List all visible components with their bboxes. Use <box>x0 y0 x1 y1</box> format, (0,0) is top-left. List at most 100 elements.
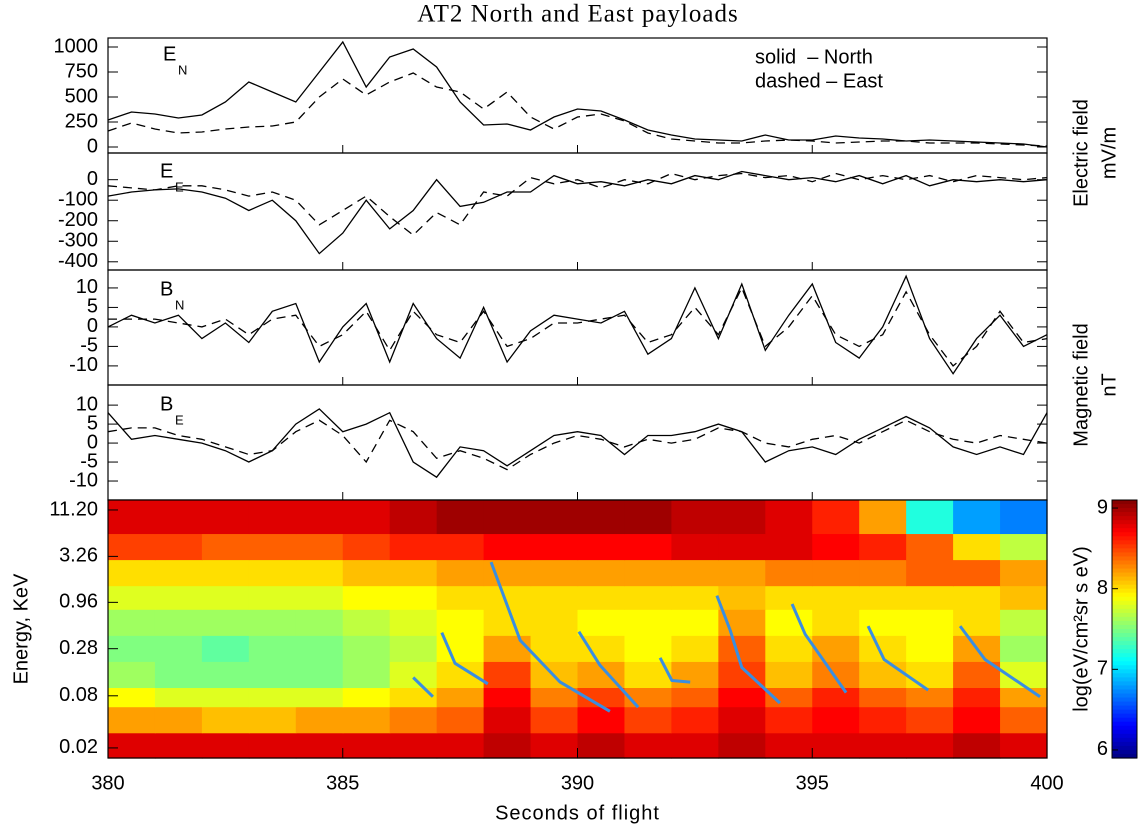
data-line <box>107 274 1048 375</box>
colorbar-segment <box>1112 729 1137 735</box>
heatmap-cell <box>718 500 766 535</box>
y-tick-label: -400 <box>58 250 98 272</box>
panel-frame <box>107 269 1048 386</box>
heatmap-cell <box>389 687 438 708</box>
data-line <box>107 408 1048 479</box>
heatmap-cell <box>812 732 860 759</box>
y-tick-label: 0 <box>87 315 98 337</box>
data-line <box>108 286 1048 367</box>
heatmap-cell <box>671 635 719 662</box>
colorbar-segment <box>1112 508 1137 513</box>
colorbar-segment <box>1112 504 1137 509</box>
heatmap-cell <box>577 533 626 561</box>
colorbar-segment <box>1112 544 1137 549</box>
heatmap-cell <box>671 706 719 734</box>
y-tick-label: -5 <box>80 450 98 472</box>
y-tick-label: 0.08 <box>59 684 98 706</box>
heatmap-cell <box>342 585 391 610</box>
y-tick-label: 1000 <box>54 35 99 57</box>
heatmap-cell <box>248 559 297 587</box>
heatmap-cell <box>953 687 1001 708</box>
heatmap-cell <box>577 732 626 759</box>
heatmap-cell <box>436 585 485 610</box>
y-tick-label: -300 <box>58 230 98 252</box>
colorbar-frame <box>1111 499 1138 759</box>
colorbar-segment <box>1112 620 1137 626</box>
heatmap-cell <box>671 585 719 610</box>
panel-label-sub: E <box>175 179 184 194</box>
heatmap-cell <box>201 706 250 734</box>
heatmap-cell <box>436 687 485 708</box>
heatmap-cell <box>718 585 766 610</box>
colorbar-segment <box>1112 520 1137 525</box>
data-line <box>107 170 1048 255</box>
data-line <box>107 172 1048 236</box>
heatmap-cell <box>812 559 860 587</box>
y-tick-label: 0 <box>87 135 98 157</box>
heatmap-cell <box>342 687 391 708</box>
colorbar-segment <box>1112 576 1137 582</box>
heatmap-cell <box>906 533 954 561</box>
panel-label: E <box>160 160 173 182</box>
heatmap-cell <box>201 635 250 662</box>
colorbar-segment <box>1112 677 1137 683</box>
colorbar-segment <box>1112 633 1137 638</box>
heatmap-cell <box>953 559 1001 587</box>
heatmap-cell <box>295 687 344 708</box>
legend-entry: dashed – East <box>755 70 883 92</box>
heatmap-cell <box>765 585 813 610</box>
heatmap-cell <box>483 609 532 636</box>
panel-label: E <box>163 43 176 65</box>
heatmap-cell <box>859 500 907 535</box>
heatmap-cell <box>624 732 672 759</box>
heatmap-cell <box>483 500 532 535</box>
colorbar-tick-label: 9 <box>1097 496 1108 518</box>
heatmap-cell <box>530 732 579 759</box>
heatmap-cell <box>812 609 860 636</box>
colorbar-segment <box>1112 701 1137 707</box>
heatmap-cell <box>154 732 203 759</box>
colorbar-segment <box>1112 624 1137 630</box>
heatmap-cell <box>483 732 532 759</box>
heatmap-cell <box>295 706 344 734</box>
heatmap-cell <box>483 687 532 708</box>
colorbar-segment <box>1112 580 1137 586</box>
heatmap-cell <box>154 609 203 636</box>
panel-label-sub: N <box>175 297 184 312</box>
heatmap-cell <box>483 635 532 662</box>
heatmap-cell <box>859 609 907 636</box>
heatmap-cell <box>718 635 766 662</box>
y-tick-label: -10 <box>69 469 98 491</box>
heatmap-cell <box>295 559 344 587</box>
colorbar-segment <box>1112 721 1137 727</box>
heatmap-cell <box>953 585 1001 610</box>
heatmap-cell <box>295 635 344 662</box>
heatmap-cell <box>718 706 766 734</box>
colorbar-segment <box>1112 649 1137 654</box>
colorbar-segment <box>1112 552 1137 558</box>
y-tick-label: -200 <box>58 209 98 231</box>
colorbar-segment <box>1112 512 1137 517</box>
heatmap-cell <box>530 585 579 610</box>
y-tick-label: -100 <box>58 188 98 210</box>
heatmap-cell <box>108 661 156 689</box>
heatmap-cell <box>389 585 438 610</box>
dispersion-line <box>958 625 1041 698</box>
heatmap-cell <box>906 732 954 759</box>
colorbar-segment <box>1112 737 1137 743</box>
heatmap-cell <box>906 585 954 610</box>
heatmap-cell <box>718 732 766 759</box>
y-tick-label: 5 <box>87 296 98 318</box>
heatmap-cell <box>295 661 344 689</box>
colorbar-segment <box>1112 548 1137 554</box>
heatmap-cell <box>201 533 250 561</box>
heatmap-cell <box>248 533 297 561</box>
heatmap-cell <box>389 706 438 734</box>
heatmap-cell <box>624 585 672 610</box>
colorbar-segment <box>1112 584 1137 590</box>
heatmap-cell <box>671 533 719 561</box>
dispersion-line <box>790 603 848 694</box>
heatmap-cell <box>1000 559 1048 587</box>
heatmap-cell <box>765 559 813 587</box>
heatmap-cell <box>201 661 250 689</box>
